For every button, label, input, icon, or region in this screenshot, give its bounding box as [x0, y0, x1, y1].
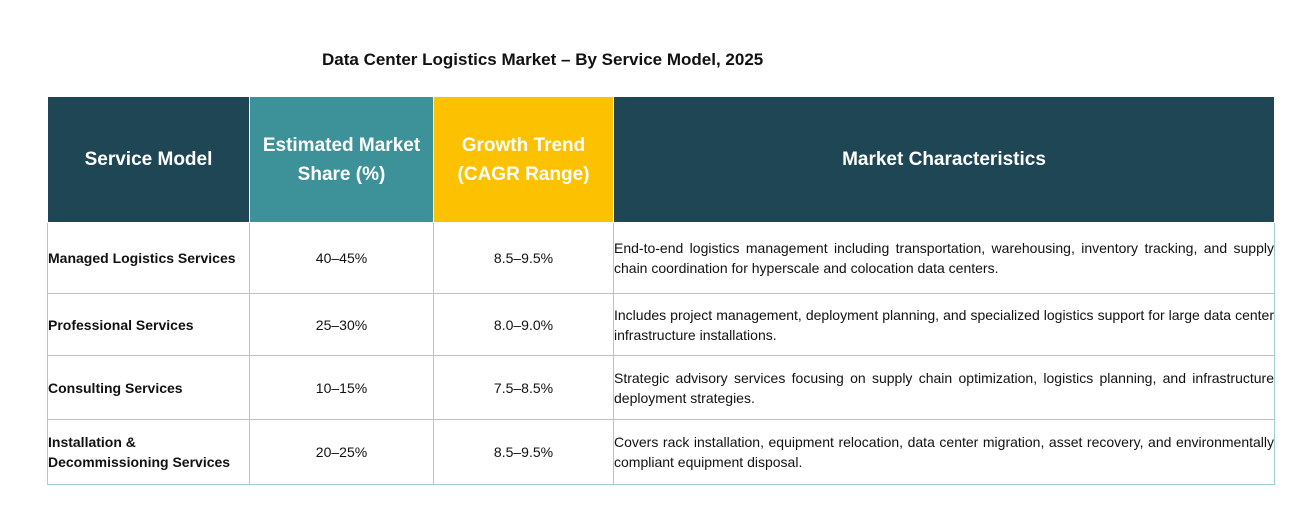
- header-market-share-line1: Estimated Market: [262, 134, 421, 156]
- header-market-characteristics-label: Market Characteristics: [842, 149, 1046, 170]
- header-service-model-label: Service Model: [84, 149, 213, 170]
- cell-market-share: 25–30%: [249, 293, 434, 356]
- header-growth-trend: Growth Trend (CAGR Range): [433, 96, 614, 223]
- cell-service-model: Installation & Decommissioning Services: [47, 419, 250, 485]
- header-growth-trend-line2: (CAGR Range): [457, 163, 590, 185]
- cell-service-model: Consulting Services: [47, 355, 250, 420]
- table-header-row: Service Model Estimated Market Share (%)…: [47, 96, 1275, 223]
- cell-market-share: 40–45%: [249, 222, 434, 294]
- table-row: Consulting Services 10–15% 7.5–8.5% Stra…: [47, 355, 1275, 420]
- cell-service-model: Managed Logistics Services: [47, 222, 250, 294]
- header-service-model: Service Model: [47, 96, 250, 223]
- cell-growth-trend: 8.5–9.5%: [433, 419, 614, 485]
- cell-market-share: 10–15%: [249, 355, 434, 420]
- cell-market-characteristics: End-to-end logistics management includin…: [613, 222, 1275, 294]
- cell-growth-trend: 8.0–9.0%: [433, 293, 614, 356]
- cell-growth-trend: 8.5–9.5%: [433, 222, 614, 294]
- table-row: Professional Services 25–30% 8.0–9.0% In…: [47, 293, 1275, 356]
- cell-market-characteristics: Strategic advisory services focusing on …: [613, 355, 1275, 420]
- cell-growth-trend: 7.5–8.5%: [433, 355, 614, 420]
- header-market-share: Estimated Market Share (%): [249, 96, 434, 223]
- cell-service-model: Professional Services: [47, 293, 250, 356]
- page-title: Data Center Logistics Market – By Servic…: [322, 50, 764, 69]
- header-market-characteristics: Market Characteristics: [613, 96, 1275, 223]
- service-model-table: Service Model Estimated Market Share (%)…: [47, 96, 1275, 485]
- cell-market-share: 20–25%: [249, 419, 434, 485]
- cell-market-characteristics: Covers rack installation, equipment relo…: [613, 419, 1275, 485]
- cell-market-characteristics: Includes project management, deployment …: [613, 293, 1275, 356]
- table-row: Managed Logistics Services 40–45% 8.5–9.…: [47, 222, 1275, 294]
- header-growth-trend-line1: Growth Trend: [461, 134, 586, 156]
- table-row: Installation & Decommissioning Services …: [47, 419, 1275, 485]
- header-market-share-line2: Share (%): [297, 163, 386, 185]
